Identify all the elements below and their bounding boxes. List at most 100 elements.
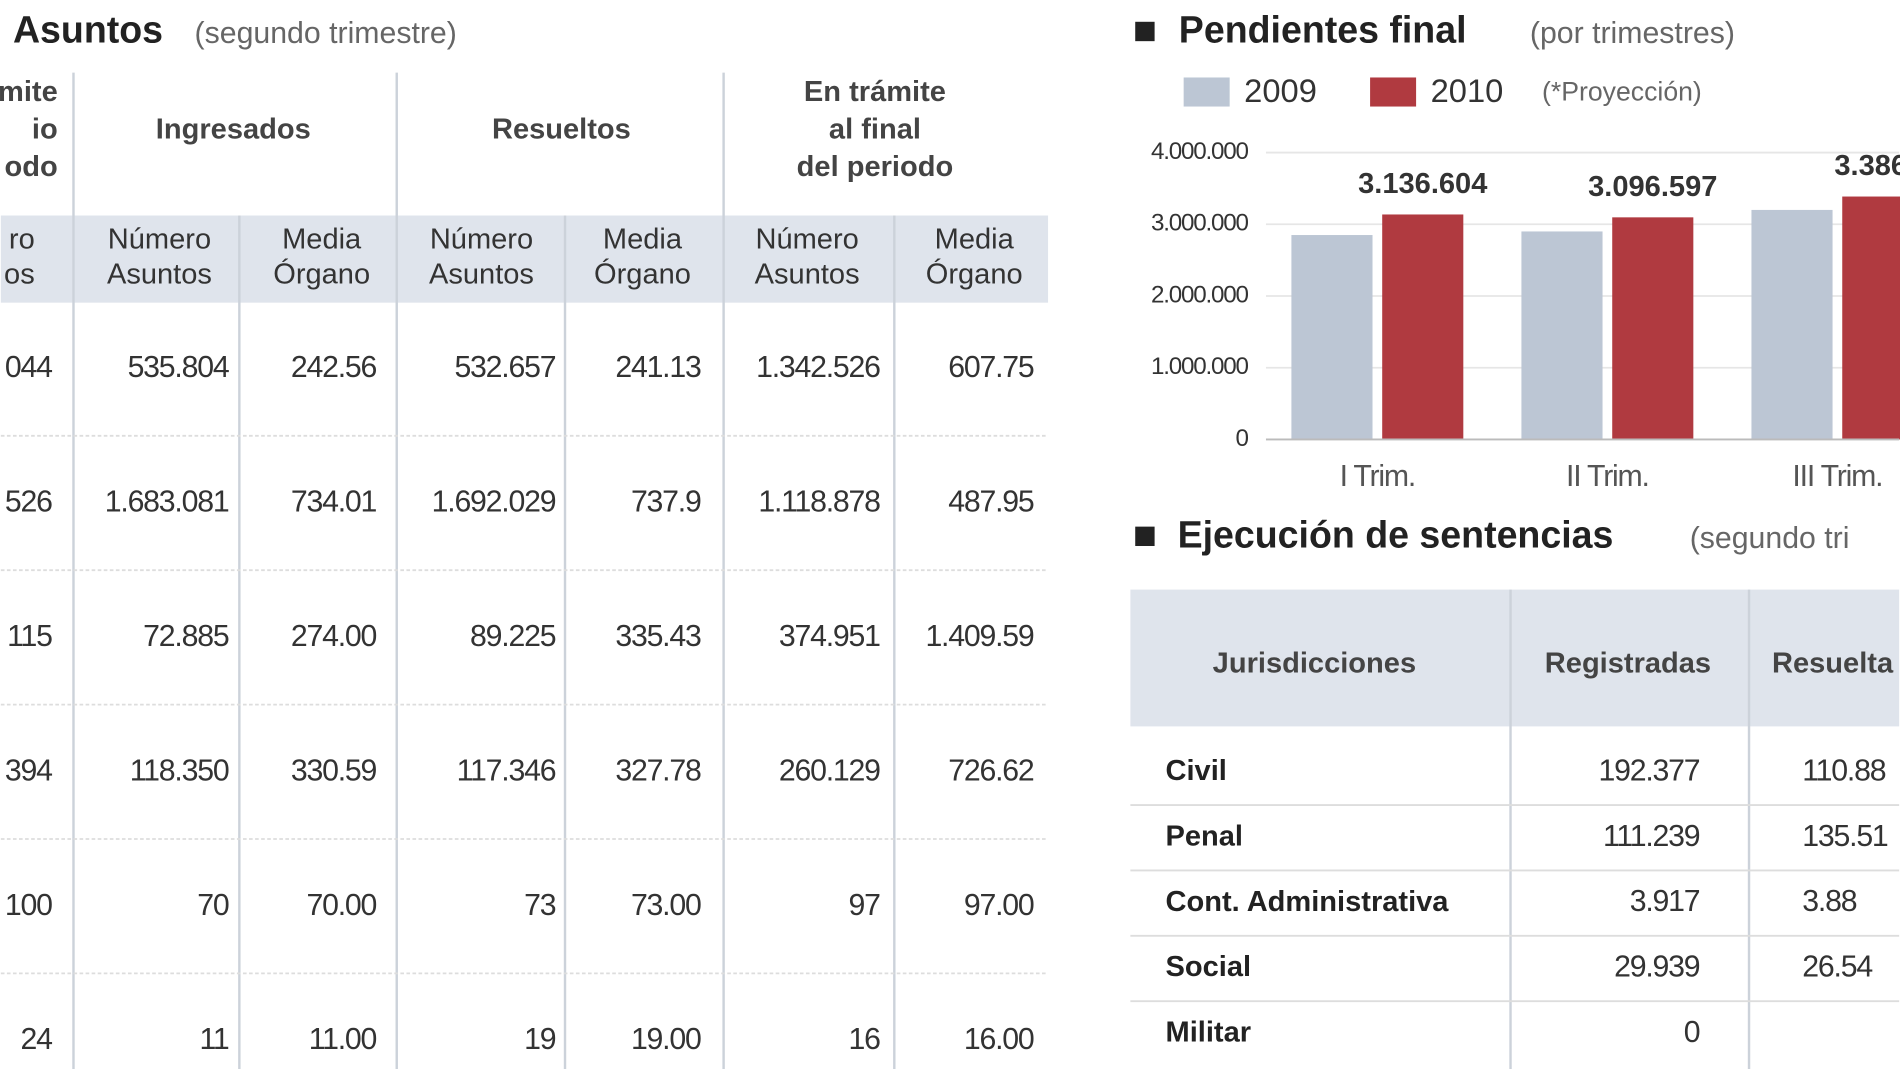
- x-tick-label: I Trim.: [1340, 460, 1416, 493]
- cell: 1.409.59: [925, 620, 1033, 653]
- bar: [1842, 196, 1900, 440]
- column-header: Registradas: [1545, 647, 1711, 679]
- column-header: Órgano: [926, 258, 1023, 291]
- cell: 487.95: [948, 486, 1034, 519]
- cell: Penal: [1165, 820, 1243, 852]
- column-header: Número: [430, 224, 533, 256]
- note: (*Proyección): [1542, 76, 1702, 106]
- x-tick-label: II Trim.: [1566, 460, 1649, 493]
- cell: 70.00: [306, 889, 376, 922]
- cell: 374.951: [779, 620, 880, 653]
- cell: 111.239: [1603, 820, 1700, 853]
- subheader-band: [0, 215, 1049, 303]
- value-label: 3.136.604: [1358, 168, 1487, 200]
- column-header: Asuntos: [755, 259, 860, 291]
- legend-label: 2010: [1431, 72, 1504, 109]
- column-header: Número: [108, 224, 211, 256]
- legend-label: 2009: [1244, 72, 1317, 109]
- cell: 3.88: [1802, 885, 1856, 918]
- cell: 11: [199, 1023, 228, 1056]
- cell: 70: [197, 889, 229, 922]
- group-header: al final: [829, 113, 921, 145]
- title: Asuntos: [13, 9, 163, 51]
- y-tick-label: 3.000.000: [1151, 210, 1249, 237]
- bullet: [1135, 21, 1155, 42]
- cell: 327.78: [615, 754, 701, 787]
- cell: 737.9: [631, 486, 701, 519]
- cell: 242.56: [291, 351, 377, 384]
- bullet: [1135, 526, 1155, 547]
- y-tick-label: 4.000.000: [1151, 138, 1249, 165]
- chart-subtitle: (por trimestres): [1530, 17, 1735, 50]
- cell: 72.885: [143, 620, 229, 653]
- cell: 117.346: [457, 754, 556, 787]
- cell: 16.00: [964, 1023, 1034, 1056]
- cell: 335.43: [615, 620, 701, 653]
- cell: 16: [849, 1023, 881, 1056]
- cell: Militar: [1165, 1017, 1251, 1049]
- y-tick-label: 0: [1236, 425, 1249, 452]
- cell: 394: [5, 754, 52, 787]
- column-header: ro: [9, 224, 35, 256]
- cell: 135.51: [1802, 820, 1888, 853]
- cell: 192.377: [1599, 754, 1700, 787]
- cell: 3.917: [1630, 885, 1700, 918]
- cell: 532.657: [454, 351, 555, 384]
- column-header: Media: [603, 224, 683, 256]
- cell: 19: [524, 1023, 556, 1056]
- bar: [1751, 209, 1833, 440]
- bar: [1521, 231, 1603, 440]
- cell: 260.129: [779, 754, 880, 787]
- cell: 100: [5, 889, 52, 922]
- column-header: Media: [935, 224, 1015, 256]
- cell: 1.683.081: [105, 486, 229, 519]
- column-header: Asuntos: [107, 259, 212, 291]
- cell: Civil: [1165, 755, 1226, 787]
- column-header: Resuelta: [1772, 647, 1894, 679]
- cell: 26.54: [1802, 951, 1872, 984]
- value-label: 3.386.7: [1834, 150, 1900, 182]
- group-header: del periodo: [797, 151, 954, 183]
- bar: [1612, 217, 1694, 440]
- table-subtitle: (segundo tri: [1690, 522, 1850, 555]
- group-header: odo: [5, 151, 58, 183]
- cell: 1.342.526: [756, 351, 880, 384]
- column-header: os: [4, 259, 35, 291]
- group-header: Ingresados: [156, 113, 311, 145]
- legend-swatch: [1183, 77, 1230, 107]
- subtitle: (segundo trimestre): [195, 17, 457, 50]
- cell: 97.00: [964, 889, 1034, 922]
- column-header: Número: [755, 224, 858, 256]
- cell: 97: [849, 889, 881, 922]
- cell: 526: [5, 486, 52, 519]
- cell: 73: [524, 889, 556, 922]
- cell: 274.00: [291, 620, 377, 653]
- column-header: Órgano: [273, 258, 370, 291]
- cell: 115: [7, 620, 52, 653]
- cell: 89.225: [470, 620, 556, 653]
- x-tick-label: III Trim.: [1792, 460, 1882, 493]
- cell: 330.59: [291, 754, 377, 787]
- cell: Social: [1165, 951, 1251, 983]
- group-header: mite: [0, 76, 58, 108]
- cell: 29.939: [1614, 951, 1700, 984]
- cell: 11.00: [309, 1023, 377, 1056]
- bar: [1291, 235, 1373, 440]
- cell: 24: [20, 1023, 52, 1056]
- cell: 734.01: [291, 486, 377, 519]
- group-header: io: [32, 113, 58, 145]
- table-title: Ejecución de sentencias: [1178, 513, 1614, 555]
- cell: 110.88: [1802, 754, 1885, 787]
- chart-title: Pendientes final: [1179, 9, 1467, 51]
- cell: 535.804: [128, 351, 229, 384]
- cell: 118.350: [130, 754, 229, 787]
- cell: 607.75: [948, 351, 1034, 384]
- bar: [1382, 214, 1464, 440]
- cell: 044: [5, 351, 52, 384]
- header-band: [1130, 589, 1900, 727]
- column-header: Media: [282, 224, 362, 256]
- cell: Cont. Administrativa: [1165, 886, 1449, 918]
- cell: 73.00: [631, 889, 701, 922]
- cell: 19.00: [631, 1023, 701, 1056]
